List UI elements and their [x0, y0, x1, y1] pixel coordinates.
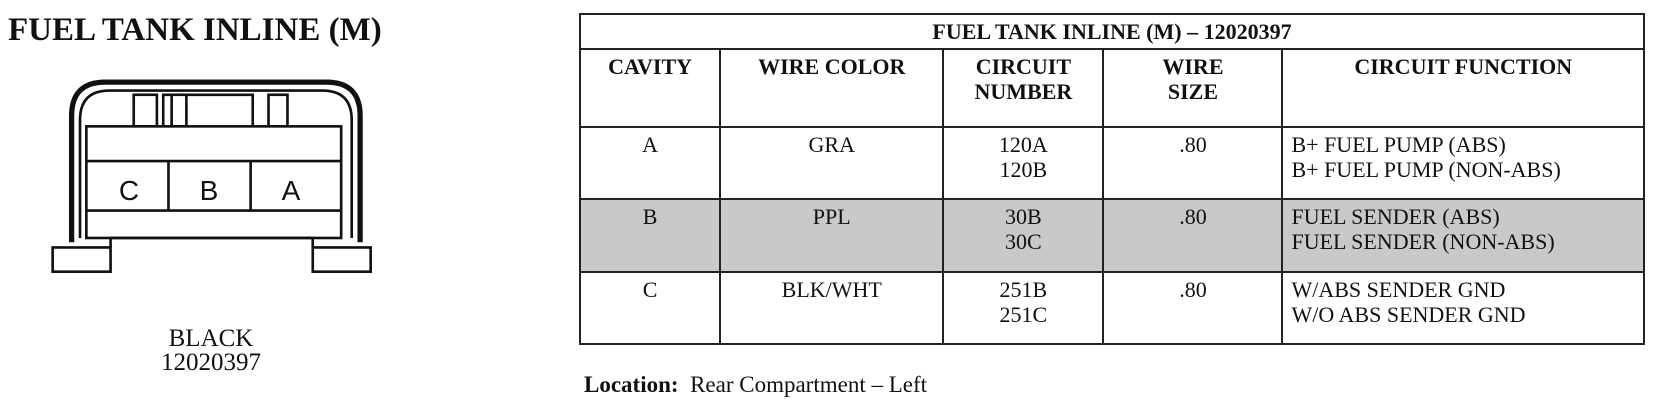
table-cell: FUEL SENDER (ABS) FUEL SENDER (NON-ABS) [1281, 198, 1645, 273]
cell-line: B+ FUEL PUMP (NON-ABS) [1291, 157, 1561, 182]
cell-line: FUEL SENDER (ABS) [1291, 204, 1500, 229]
cell-line: 120B [999, 157, 1048, 182]
column-header: WIRE SIZE [1102, 48, 1284, 128]
cell-line: C [642, 277, 658, 302]
connector-diagram: C B A [51, 79, 372, 273]
table-cell: A [578, 126, 722, 200]
header-line: NUMBER [974, 79, 1073, 104]
cell-line: BLK/WHT [781, 277, 882, 302]
column-header: WIRE COLOR [719, 48, 945, 128]
header-line: SIZE [1167, 79, 1219, 104]
cell-line: .80 [1179, 204, 1207, 229]
connector-color: BLACK [168, 325, 254, 352]
table-cell: 120A 120B [942, 126, 1105, 200]
column-header: CIRCUIT NUMBER [942, 48, 1105, 128]
table-cell: 30B 30C [942, 198, 1105, 273]
table-cell: BLK/WHT [719, 271, 945, 345]
cell-line: PPL [812, 204, 851, 229]
table-cell: PPL [719, 198, 945, 273]
cell-line: 30C [1005, 229, 1042, 254]
header-line: WIRE COLOR [758, 54, 906, 79]
cell-line: B+ FUEL PUMP (ABS) [1291, 132, 1506, 157]
table-title: FUEL TANK INLINE (M) – 12020397 [579, 13, 1645, 50]
cell-line: .80 [1179, 277, 1207, 302]
cell-line: GRA [808, 132, 855, 157]
table-cell: B+ FUEL PUMP (ABS) B+ FUEL PUMP (NON-ABS) [1281, 126, 1645, 200]
table-cell: W/ABS SENDER GND W/O ABS SENDER GND [1281, 271, 1645, 345]
cell-line: 251B [999, 277, 1048, 302]
table-row: A GRA 120A 120B .80 B+ FUEL PUMP (ABS) B+ FUEL… [578, 126, 1645, 200]
table-row: B PPL 30B 30C .80 FUEL SENDER (ABS) FUEL SENDE… [578, 198, 1645, 273]
header-line: WIRE [1162, 54, 1224, 79]
table-cell: B [578, 198, 722, 273]
cavity-label: B [200, 175, 219, 206]
table-row: C BLK/WHT 251B 251C .80 W/ABS SENDER GND W/O A… [578, 271, 1645, 345]
cell-line: A [642, 132, 659, 157]
table-cell: GRA [719, 126, 945, 200]
header-line: CIRCUIT FUNCTION [1354, 54, 1573, 79]
connector-title: FUEL TANK INLINE (M) [8, 12, 382, 48]
header-line: CAVITY [608, 54, 693, 79]
cavity-label: C [119, 175, 139, 206]
location-value: Rear Compartment – Left [690, 372, 928, 397]
cell-line: 120A [998, 132, 1048, 157]
cavity-label: A [282, 175, 301, 206]
table-cell: C [578, 271, 722, 345]
column-header: CIRCUIT FUNCTION [1281, 48, 1645, 128]
location: Location: Rear Compartment – Left [584, 372, 927, 398]
cell-line: 251C [999, 302, 1048, 327]
cell-line: 30B [1005, 204, 1042, 229]
location-label: Location: [584, 372, 679, 397]
column-header: CAVITY [578, 48, 722, 128]
cell-line: W/O ABS SENDER GND [1291, 302, 1526, 327]
cell-line: B [642, 204, 658, 229]
cell-line: W/ABS SENDER GND [1291, 277, 1506, 302]
header-row: CAVITY WIRE COLOR CIRCUIT NUMBER WIRE SIZE CIR… [578, 48, 1645, 128]
pinout-table: FUEL TANK INLINE (M) – 12020397 CAVITY WI… [578, 13, 1645, 345]
table-cell: .80 [1102, 126, 1284, 200]
part-number: 12020397 [161, 349, 261, 376]
table-cell: .80 [1102, 198, 1284, 273]
cell-line: FUEL SENDER (NON-ABS) [1291, 229, 1555, 254]
cell-line: .80 [1179, 132, 1207, 157]
table-cell: 251B 251C [942, 271, 1105, 345]
table-cell: .80 [1102, 271, 1284, 345]
header-line: CIRCUIT [975, 54, 1072, 79]
